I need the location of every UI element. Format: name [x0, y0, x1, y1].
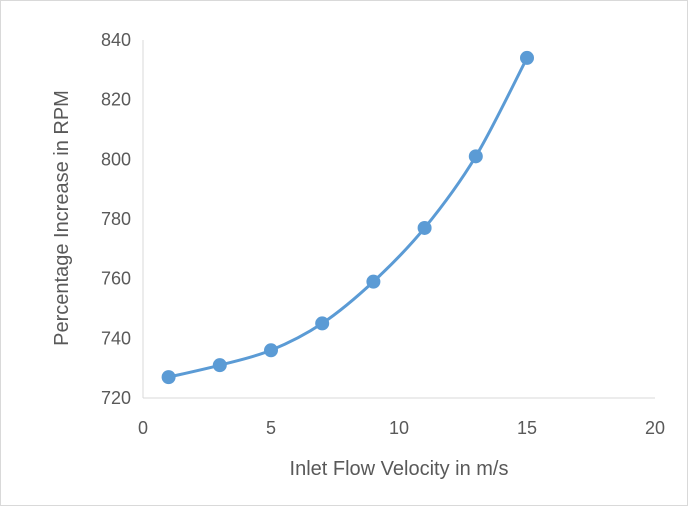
x-tick-label: 10 — [389, 418, 409, 438]
data-point — [315, 316, 330, 331]
x-tick-labels: 0 5 10 15 20 — [138, 418, 665, 438]
x-tick-label: 0 — [138, 418, 148, 438]
y-tick-label: 760 — [101, 269, 131, 289]
data-point — [366, 274, 381, 289]
data-point — [161, 370, 176, 385]
y-tick-label: 840 — [101, 30, 131, 50]
y-tick-labels: 720 740 760 780 800 820 840 — [101, 30, 131, 408]
data-point — [417, 220, 432, 235]
y-axis-title: Percentage Increase in RPM — [51, 90, 73, 346]
x-tick-label: 15 — [517, 418, 537, 438]
x-axis-title: Inlet Flow Velocity in m/s — [290, 458, 509, 480]
y-tick-label: 780 — [101, 209, 131, 229]
axes — [142, 40, 655, 399]
data-point — [264, 343, 278, 358]
series-smooth-line — [168, 57, 529, 379]
y-tick-label: 800 — [101, 149, 131, 169]
x-tick-label: 20 — [645, 418, 665, 438]
y-tick-label: 820 — [101, 90, 131, 110]
data-points — [161, 50, 534, 385]
data-point — [468, 149, 483, 164]
y-tick-label: 740 — [101, 328, 131, 348]
x-tick-label: 5 — [266, 418, 276, 438]
data-point — [520, 50, 534, 65]
data-point — [212, 358, 227, 373]
y-tick-label: 720 — [101, 388, 131, 408]
